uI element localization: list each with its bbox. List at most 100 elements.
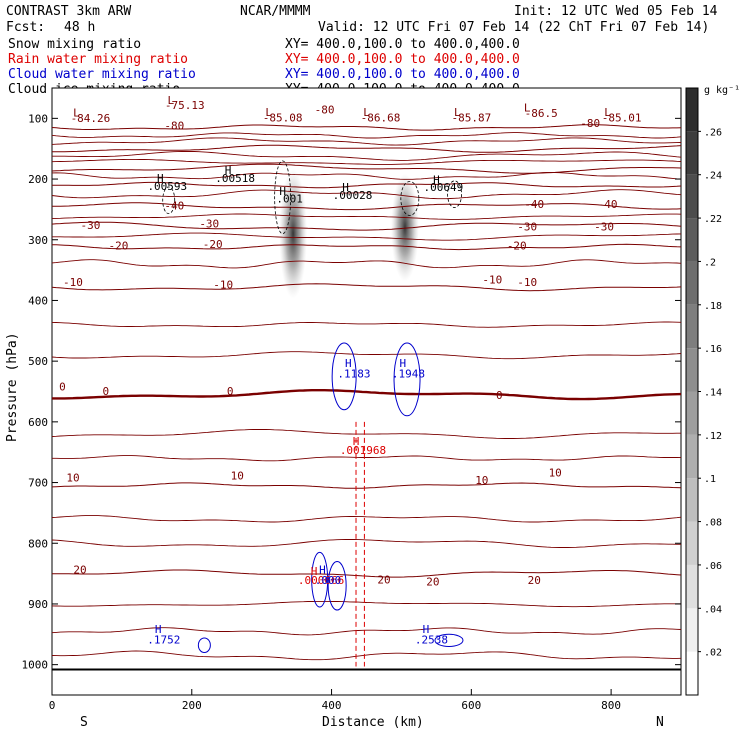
temp-contour-extra-12 [52,455,682,462]
x-tick-label-800: 800 [601,699,621,712]
temp-contour-extra-9 [51,321,682,328]
cloud-water-max-label-4: .2538 [415,633,448,646]
snow-min-marker-4: L [454,106,461,119]
colorbar-tick-label-6: .14 [704,388,722,399]
header-title: CONTRAST 3km ARW [6,4,131,19]
temp-label-12: -20 [507,239,527,252]
temp-contour-extra-16 [51,627,682,636]
cloud-water-contour-4 [197,637,211,654]
temp-label-21: 10 [66,471,79,484]
colorbar-unit: g kg⁻¹ [704,85,740,96]
rain-max-marker-1: H [311,565,318,578]
x-axis-right-end: N [656,715,664,730]
colorbar-bin-10 [686,218,698,262]
cloud-water-max-label-3: .1752 [147,633,180,646]
ice-max-label-3: .00028 [333,189,373,202]
colorbar-tick-label-11: .24 [704,171,722,182]
temp-contour--70 [52,144,682,153]
y-tick-label-1000: 1000 [22,659,49,672]
temp-label-4: -40 [524,198,544,211]
temp-contour-extra-1 [51,137,682,146]
colorbar-bin-1 [686,608,698,652]
snow-min-label-1: -84.26 [71,112,111,125]
colorbar-tick-label-8: .18 [704,301,722,312]
contour-labels: -80 -80 -80 -40 -40 -40 -30 -30 -30 -30 -20 -20 -20 -… [59,94,641,647]
cloud-water-max-marker-2: H [319,564,326,577]
snow-min-marker-5: L [524,102,531,115]
cloud-water-max-marker-4: H [423,623,430,636]
y-tick-label-200: 200 [28,173,48,186]
temp-label-23: 10 [475,474,488,487]
ice-max-marker-3: H [342,181,349,194]
snow-min-marker-2: L [265,106,272,119]
temp-contour-extra-3 [51,158,682,165]
temp-label-8: -30 [517,221,537,234]
cloud-water-max-marker-3: H [155,623,162,636]
legend-snow-xy: XY= 400.0,100.0 to 400.0,400.0 [285,37,520,52]
colorbar-bin-12 [686,131,698,175]
snow-min-label-6: -85.01 [602,111,642,124]
cloud-ice-contour-2 [447,180,462,208]
snow-min-label-4: -85.87 [451,111,491,124]
temp-label-2: -80 [580,117,600,130]
ice-max-label-4: .00649 [424,181,464,194]
snow-min-label-5: -86.5 [525,107,558,120]
legend-rain: Rain water mixing ratio [8,52,188,67]
colorbar-tick-label-12: .26 [704,127,722,138]
rain-max-label-1: .000666 [298,574,344,587]
temp-label-25: 20 [73,564,86,577]
cloud-ice-contour-1 [400,181,420,216]
snow-core-0 [279,168,308,299]
colorbar-tick-label-9: .2 [704,257,716,268]
temperature-contours [51,124,682,671]
cloud-water-max-label-1: .1948 [392,368,425,381]
x-tick-label-400: 400 [322,699,342,712]
colorbar-bin-6 [686,391,698,435]
colorbar-tick-label-5: .12 [704,431,722,442]
temp-contour--20 [51,243,682,251]
temp-contour-10 [51,482,682,489]
header-valid: Valid: 12 UTC Fri 07 Feb 14 (22 ChT Fri … [318,20,709,35]
rain-max-label-0: .001968 [340,444,386,457]
colorbar-bin-2 [686,564,698,609]
temp-contour-extra-5 [51,189,682,200]
temp-contour--10 [51,283,682,292]
x-tick-label-600: 600 [461,699,481,712]
ice-max-label-1: .00518 [215,172,255,185]
colorbar-bin-3 [686,521,698,565]
temp-label-0: -80 [164,119,184,132]
y-tick-label-800: 800 [28,537,48,550]
temp-label-9: -30 [594,221,614,234]
temp-contour-extra-0 [51,132,682,139]
y-tick-label-700: 700 [28,477,48,490]
colorbar-bin-0 [686,651,698,695]
legend-snow: Snow mixing ratio [8,37,141,52]
snow-shading [279,168,419,299]
snow-min-label-2: -85.08 [263,111,303,124]
header-fcst-label: Fcst: [6,20,45,35]
x-tick-label-0: 0 [49,699,56,712]
temp-contour--60 [51,163,682,174]
temp-contour-extra-10 [51,351,682,360]
temp-contour-extra-15 [51,600,681,608]
header: CONTRAST 3km ARW NCAR/MMMM Init: 12 UTC … [6,4,718,35]
colorbar-tick-label-3: .08 [704,518,722,529]
temp-label-15: -10 [482,273,502,286]
temp-label-24: 10 [549,466,562,479]
temp-contour--50 [52,181,682,189]
temp-label-6: -30 [81,219,101,232]
temp-contour--40 [51,202,682,211]
temp-label-19: 0 [227,385,234,398]
colorbar: g kg⁻¹ .02 .04 .06 .08 .1 .12 .14 .16 .18 .2 .22 .2… [685,85,740,696]
cloud-water-contour-1 [393,342,421,417]
y-tick-label-100: 100 [28,112,48,125]
colorbar-tick-label-2: .06 [704,561,722,572]
snow-core-1 [390,173,419,282]
cloud-ice-contour-0 [274,160,292,235]
temp-label-5: -40 [598,198,618,211]
snow-min-label-3: -86.68 [361,111,401,124]
legend-cloud-water-xy: XY= 400.0,100.0 to 400.0,400.0 [285,67,520,82]
legend-rain-xy: XY= 400.0,100.0 to 400.0,400.0 [285,52,520,67]
